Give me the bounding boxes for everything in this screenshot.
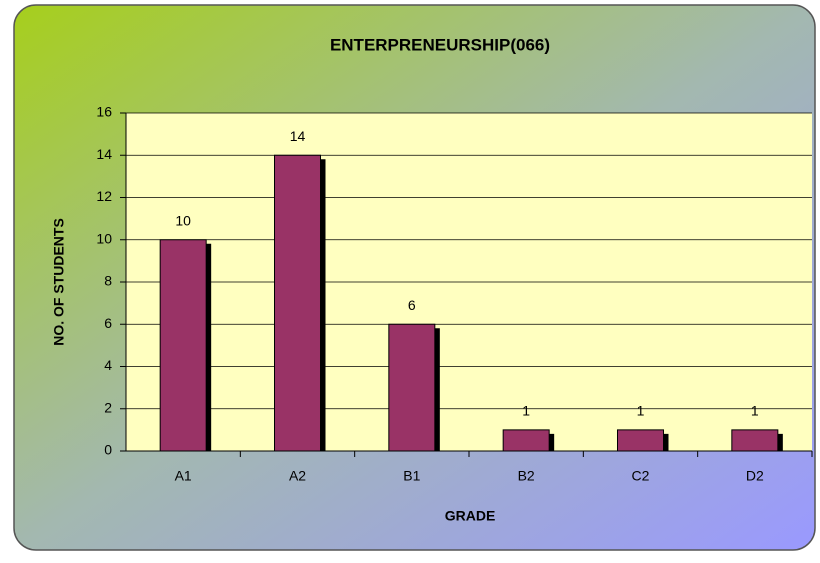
y-tick-label: 0 xyxy=(104,442,112,458)
y-tick-label: 2 xyxy=(104,399,112,415)
bar xyxy=(159,239,207,452)
data-label: 1 xyxy=(637,403,645,419)
x-tick-label: B1 xyxy=(403,468,420,484)
data-label: 1 xyxy=(522,403,530,419)
x-tick-label: B2 xyxy=(518,468,535,484)
x-tick-label: C2 xyxy=(632,468,650,484)
data-label: 6 xyxy=(408,297,416,313)
y-tick-label: 12 xyxy=(96,188,112,204)
x-tick-label: A1 xyxy=(175,468,192,484)
x-tick-label: D2 xyxy=(746,468,764,484)
data-label: 1 xyxy=(751,403,759,419)
y-tick-label: 6 xyxy=(104,315,112,331)
bar xyxy=(617,429,664,452)
data-label: 14 xyxy=(290,128,306,144)
y-axis-title: NO. OF STUDENTS xyxy=(51,218,67,346)
x-tick-label: A2 xyxy=(289,468,306,484)
bar xyxy=(502,429,550,452)
bar xyxy=(274,154,321,452)
chart-title: ENTERPRENEURSHIP(066) xyxy=(330,35,550,54)
y-tick-label: 14 xyxy=(96,146,112,162)
y-tick-label: 10 xyxy=(96,230,112,246)
y-tick-label: 4 xyxy=(104,357,112,373)
y-tick-label: 8 xyxy=(104,273,112,289)
x-axis-title: GRADE xyxy=(445,508,496,524)
bar xyxy=(731,429,779,452)
data-label: 10 xyxy=(175,212,191,228)
y-tick-label: 16 xyxy=(96,104,112,120)
bar xyxy=(388,323,436,452)
